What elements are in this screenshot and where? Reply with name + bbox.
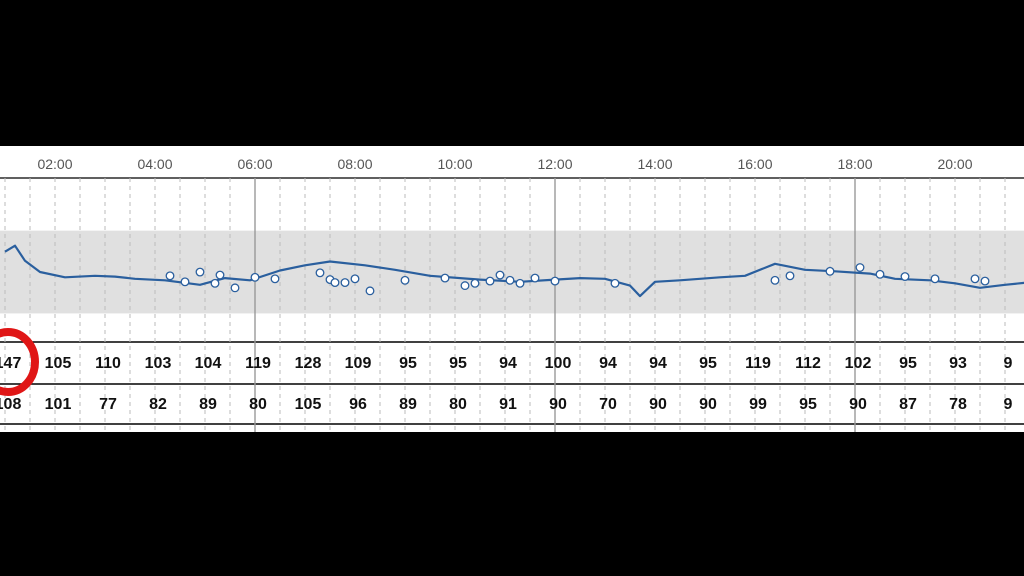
meter-reading-point: [505, 275, 515, 285]
period-high-value: 94: [599, 355, 617, 372]
meter-reading-point: [855, 263, 865, 272]
period-high-value: 104: [195, 355, 222, 372]
meter-reading-point: [180, 277, 190, 287]
period-low-value: 82: [149, 396, 167, 413]
period-low-value: 91: [499, 396, 517, 413]
meter-reading-point: [330, 278, 340, 288]
meter-reading-point: [470, 278, 480, 288]
period-high-value: 95: [399, 355, 417, 372]
period-low-value: 87: [899, 396, 917, 413]
period-high-value: 95: [899, 355, 917, 372]
period-high-value: 119: [745, 355, 771, 372]
meter-reading-point: [210, 278, 220, 288]
time-tick-label: 12:00: [537, 156, 572, 172]
time-tick-label: 02:00: [37, 156, 72, 172]
meter-reading-point: [970, 274, 980, 284]
meter-reading-point: [230, 283, 240, 293]
period-low-value: 9: [1004, 396, 1013, 413]
meter-reading-point: [875, 269, 885, 279]
meter-reading-point: [900, 272, 910, 282]
period-high-value: 95: [449, 355, 467, 372]
time-tick-label: 08:00: [337, 156, 372, 172]
meter-reading-point: [770, 275, 780, 285]
meter-reading-point: [215, 270, 225, 280]
meter-reading-point: [340, 278, 350, 288]
period-low-value: 108: [0, 396, 21, 413]
time-tick-label: 18:00: [837, 156, 872, 172]
time-tick-label: 16:00: [737, 156, 772, 172]
period-low-value: 89: [199, 396, 217, 413]
meter-reading-point: [195, 267, 205, 277]
red-circle-annotation: [0, 328, 39, 396]
period-low-value: 78: [949, 396, 967, 413]
time-tick-label: 06:00: [237, 156, 272, 172]
period-low-value: 80: [249, 396, 267, 413]
meter-reading-point: [515, 278, 525, 288]
period-high-value: 147: [0, 355, 21, 372]
period-low-value: 70: [599, 396, 617, 413]
target-range-band: [0, 230, 1024, 314]
period-high-value: 128: [295, 355, 322, 372]
period-high-value: 100: [545, 355, 572, 372]
meter-reading-point: [610, 278, 620, 288]
period-low-value: 90: [549, 396, 567, 413]
meter-reading-point: [270, 274, 280, 284]
period-high-value: 102: [845, 355, 872, 372]
period-low-value: 90: [849, 396, 867, 413]
time-tick-label: 04:00: [137, 156, 172, 172]
annotation-group: [0, 328, 39, 396]
meter-reading-point: [530, 273, 540, 283]
meter-reading-point: [315, 268, 325, 278]
period-high-value: 94: [499, 355, 517, 372]
period-high-value: 95: [699, 355, 717, 372]
period-low-value: 89: [399, 396, 417, 413]
period-high-value: 109: [345, 355, 372, 372]
period-high-value: 112: [795, 355, 821, 372]
meter-reading-point: [980, 276, 990, 286]
meter-reading-point: [440, 273, 450, 283]
period-high-value: 103: [145, 355, 172, 372]
time-tick-label: 20:00: [937, 156, 972, 172]
period-table-group: 147 105 110 103 104 119 128 109 95 95 94 100 94 94 95 1…: [0, 355, 1013, 413]
period-high-value: 94: [649, 355, 667, 372]
meter-reading-point: [785, 271, 795, 281]
meter-reading-point: [165, 271, 175, 281]
time-tick-label: 10:00: [437, 156, 472, 172]
meter-reading-point: [350, 274, 360, 284]
meter-reading-point: [550, 276, 560, 286]
glucose-chart-panel: 02:00 04:00 06:00 08:00 10:00 12:00 14:00 16:00…: [0, 146, 1024, 432]
meter-reading-point: [495, 270, 505, 280]
period-low-value: 105: [295, 396, 322, 413]
meter-point-group: [165, 263, 990, 296]
glucose-chart: 02:00 04:00 06:00 08:00 10:00 12:00 14:00 16:00…: [0, 146, 1024, 432]
meter-reading-point: [400, 275, 410, 285]
period-high-value: 9: [1004, 355, 1013, 372]
period-low-value: 90: [649, 396, 667, 413]
period-low-value: 95: [799, 396, 817, 413]
period-low-value: 77: [99, 396, 117, 413]
meter-reading-point: [930, 274, 940, 284]
time-tick-label: 14:00: [637, 156, 672, 172]
period-high-value: 93: [949, 355, 967, 372]
meter-reading-point: [485, 276, 495, 286]
meter-reading-point: [825, 266, 835, 276]
meter-reading-point: [250, 272, 260, 282]
period-low-value: 99: [749, 396, 767, 413]
period-low-value: 96: [349, 396, 367, 413]
target-range-band-group: [0, 230, 1024, 314]
period-high-value: 110: [95, 355, 121, 372]
meter-reading-point: [460, 281, 470, 291]
period-low-value: 80: [449, 396, 467, 413]
period-low-value: 101: [45, 396, 72, 413]
period-high-value: 105: [45, 355, 72, 372]
period-high-value: 119: [245, 355, 271, 372]
time-axis-group: 02:00 04:00 06:00 08:00 10:00 12:00 14:00 16:00…: [37, 156, 972, 172]
gridline-group: [0, 177, 1024, 432]
period-low-value: 90: [699, 396, 717, 413]
meter-reading-point: [365, 286, 375, 296]
